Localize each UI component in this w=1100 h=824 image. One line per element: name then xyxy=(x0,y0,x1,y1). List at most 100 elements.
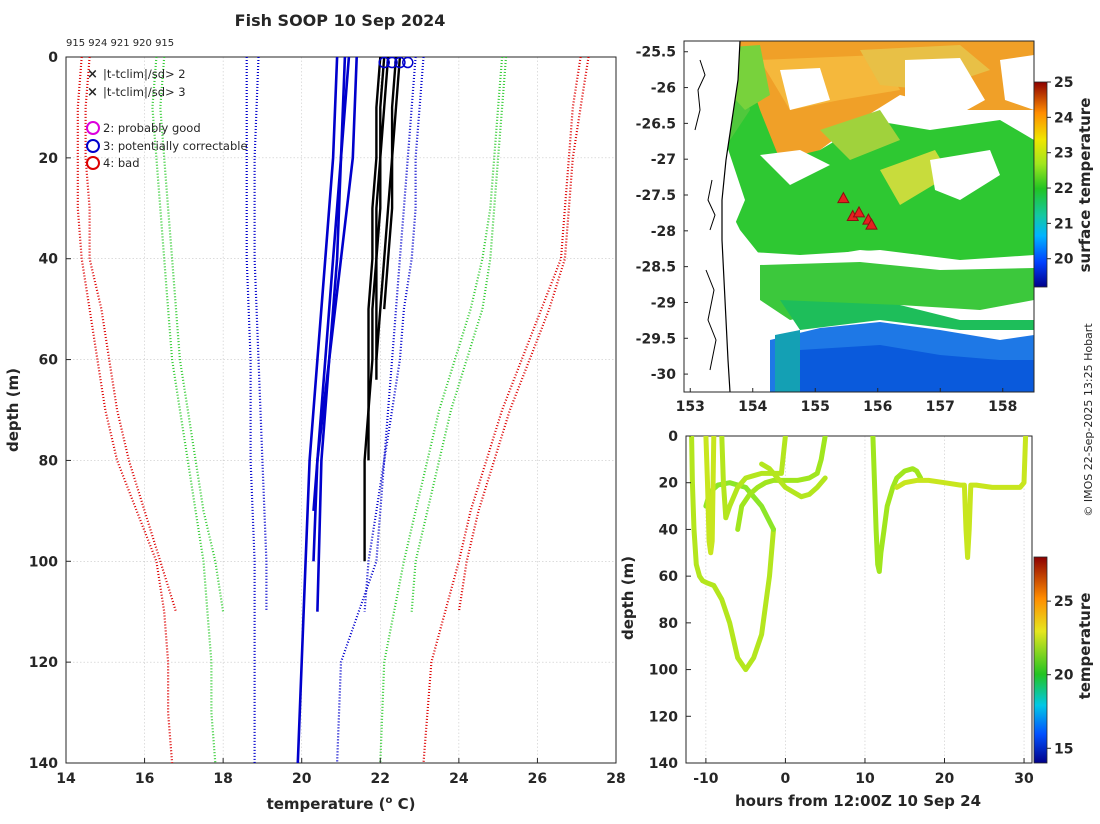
profile-line xyxy=(296,57,339,763)
profile-line xyxy=(367,57,390,461)
x-tick-label: 18 xyxy=(213,771,232,787)
map-y-tick-label: -28.5 xyxy=(636,260,676,276)
legend-label: |t-tclim|/sd> 2 xyxy=(103,67,186,81)
time-cast-line xyxy=(759,461,828,500)
map-x-tick-label: 158 xyxy=(988,399,1017,415)
map-x-tick-label: 157 xyxy=(926,399,955,415)
profile-line xyxy=(245,57,256,763)
legend-label: 3: potentially correctable xyxy=(103,139,248,153)
sst-colorbar-ticks: 20 21 22 23 24 25 xyxy=(1047,75,1074,268)
profile-line xyxy=(316,57,347,612)
map-y-tick-label: -30 xyxy=(651,367,677,383)
profile-line xyxy=(379,57,504,763)
y-tick-label: 40 xyxy=(39,252,59,268)
time-y-tick-label: 140 xyxy=(649,756,678,772)
sst-colorbar xyxy=(1033,81,1048,288)
time-cast-line xyxy=(870,436,924,574)
legend-label: 4: bad xyxy=(103,156,140,170)
profile-line xyxy=(312,57,351,562)
y-tick-label: 80 xyxy=(39,453,59,469)
time-y-tick-label: 80 xyxy=(659,616,679,632)
sst-colorbar-tick-label: 20 xyxy=(1054,252,1074,268)
legend-symbol xyxy=(86,156,100,170)
x-tick-label: 28 xyxy=(606,771,625,787)
y-tick-label: 60 xyxy=(39,353,59,369)
watermark: © IMOS 22-Sep-2025 13:25 Hobart xyxy=(1082,323,1095,517)
profile-line xyxy=(84,57,178,613)
legend-label: 2: probably good xyxy=(103,121,201,135)
profile-line xyxy=(76,57,174,763)
time-x-tick-label: 10 xyxy=(855,771,875,787)
station-marker xyxy=(865,218,878,230)
profile-x-label: temperature (o C) xyxy=(267,795,416,813)
map-y-tick-label: -28 xyxy=(651,224,676,240)
map-y-tick-label: -26.5 xyxy=(636,116,676,132)
temperature-colorbar-tick-label: 20 xyxy=(1054,668,1074,684)
sst-colorbar-label: surface temperature xyxy=(1076,98,1094,273)
time-axes-box xyxy=(685,435,1033,764)
legend-label: |t-tclim|/sd> 3 xyxy=(103,85,186,99)
time-y-ticks: 0 20 40 60 80 100 120 140 xyxy=(649,429,691,772)
sst-map: 153 154 155 156 157 158 -25.5 -26 -26.5 -27 -27.5… xyxy=(636,40,1094,415)
sst-colorbar-tick-label: 23 xyxy=(1054,146,1073,162)
map-x-tick-label: 154 xyxy=(738,399,767,415)
time-x-label: hours from 12:00Z 10 Sep 24 xyxy=(735,792,981,810)
map-y-tick-label: -29.5 xyxy=(636,331,676,347)
flag-marker xyxy=(378,56,390,69)
time-x-tick-label: -10 xyxy=(693,771,719,787)
map-y-tick-label: -27.5 xyxy=(636,188,676,204)
time-cast-line xyxy=(703,436,717,556)
cruise-ids: 915 924 921 920 915 xyxy=(66,38,174,49)
x-tick-label: 20 xyxy=(292,771,312,787)
profile-line xyxy=(383,57,402,310)
profile-line xyxy=(253,57,268,612)
profile-line xyxy=(336,57,417,763)
map-y-tick-label: -25.5 xyxy=(636,45,676,61)
time-cast-line xyxy=(894,436,1029,560)
chart-title: Fish SOOP 10 Sep 2024 xyxy=(235,11,446,30)
time-y-tick-label: 120 xyxy=(649,709,678,725)
flag-markers xyxy=(378,56,414,69)
legend-symbol xyxy=(86,121,100,135)
temperature-colorbar-tick-label: 15 xyxy=(1054,741,1073,757)
profile-line xyxy=(410,57,508,612)
sst-colorbar-tick-label: 24 xyxy=(1054,110,1074,126)
x-tick-label: 24 xyxy=(449,771,469,787)
x-tick-label: 14 xyxy=(56,771,76,787)
profile-y-ticks: 0 20 40 60 80 100 120 140 xyxy=(29,50,71,772)
legend-symbol: × xyxy=(87,67,98,82)
y-tick-label: 0 xyxy=(48,50,58,66)
legend-symbol: × xyxy=(87,85,98,100)
profile-line xyxy=(375,57,398,360)
profile-line xyxy=(422,57,582,763)
y-tick-label: 140 xyxy=(29,756,58,772)
time-cast-line xyxy=(719,436,788,521)
x-tick-label: 26 xyxy=(528,771,547,787)
time-x-tick-label: 0 xyxy=(781,771,791,787)
time-depth-chart: -10 0 10 20 30 0 20 40 60 80 100 120 140 hours from… xyxy=(619,429,1094,810)
map-y-tick-label: -27 xyxy=(651,152,676,168)
temperature-colorbar-ticks: 15 20 25 xyxy=(1047,594,1074,757)
profile-x-ticks: 14 16 18 20 22 24 26 28 xyxy=(56,758,626,787)
map-x-tick-label: 156 xyxy=(863,399,892,415)
map-stations xyxy=(837,191,878,230)
x-tick-label: 22 xyxy=(371,771,390,787)
time-y-tick-label: 60 xyxy=(659,569,679,585)
temperature-colorbar xyxy=(1033,556,1048,764)
y-tick-label: 20 xyxy=(39,151,59,167)
profile-series xyxy=(76,57,590,763)
profile-line xyxy=(363,57,425,612)
profile-line xyxy=(363,57,382,562)
station-marker xyxy=(837,191,850,204)
map-y-tick-label: -29 xyxy=(651,295,676,311)
profile-y-label: depth (m) xyxy=(4,368,22,452)
flag-marker xyxy=(402,56,414,69)
profile-line xyxy=(457,57,590,612)
flag-marker xyxy=(394,56,406,69)
temperature-colorbar-label: temperature xyxy=(1076,593,1094,700)
x-tick-label: 16 xyxy=(135,771,154,787)
time-series xyxy=(689,436,1029,673)
y-tick-label: 100 xyxy=(29,554,58,570)
